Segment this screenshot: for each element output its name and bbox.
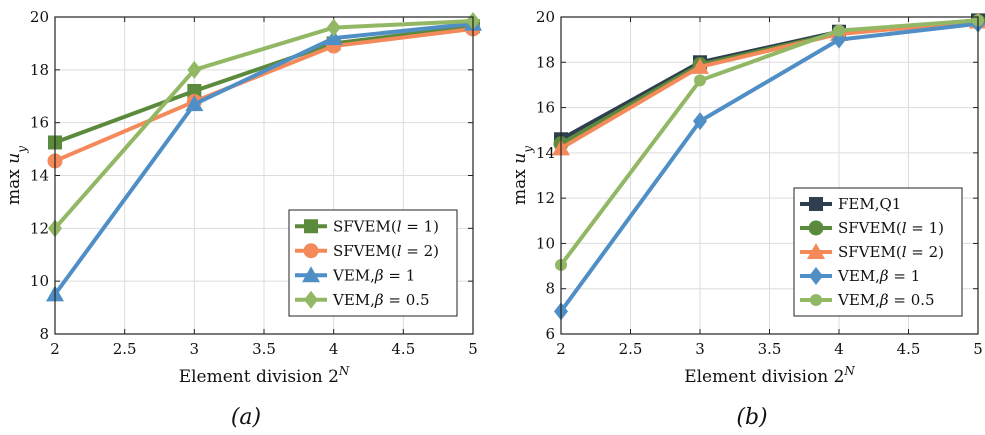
x-tick-label: 3 (190, 340, 200, 358)
legend-marker (303, 243, 319, 259)
legend-label: VEM,β = 1 (332, 266, 415, 284)
legend-label: SFVEM(l = 2) (333, 242, 439, 260)
legend-label: VEM,β = 1 (837, 267, 920, 285)
series-line (54, 24, 474, 145)
legend: FEM,Q1 SFVEM(l = 1) SFVEM(l = 2) VEM,β = 1 V… (793, 187, 963, 317)
y-tick-label: 12 (536, 189, 555, 207)
data-point (326, 18, 341, 37)
legend: SFVEM(l = 1) SFVEM(l = 2) VEM,β = 1 VEM,β =… (288, 209, 458, 317)
legend-marker (304, 219, 318, 234)
x-tick-label: 3.5 (758, 340, 782, 358)
x-axis-label: Element division 2N (179, 364, 350, 387)
y-tick-label: 18 (30, 61, 49, 79)
series-line (53, 18, 474, 230)
data-point (833, 24, 845, 37)
x-tick-label: 4.5 (897, 340, 921, 358)
data-point (187, 83, 202, 98)
x-tick-label: 3.5 (252, 340, 276, 358)
axes-frame (560, 16, 979, 335)
x-tick-label: 2 (50, 340, 60, 358)
legend-label: SFVEM(l = 1) (333, 217, 439, 235)
y-tick-label: 12 (30, 219, 49, 237)
x-tick-label: 4.5 (391, 340, 415, 358)
y-tick-label: 20 (30, 8, 49, 26)
legend-marker (304, 290, 318, 309)
y-tick-label: 16 (536, 99, 555, 117)
y-tick-label: 14 (30, 167, 49, 185)
x-tick-label: 2 (556, 340, 566, 358)
x-tick-label: 2.5 (619, 340, 643, 358)
legend-label: SFVEM(l = 2) (838, 243, 944, 261)
y-tick-label: 18 (536, 53, 555, 71)
x-tick-label: 5 (973, 340, 983, 358)
data-point (691, 57, 709, 74)
series-line (559, 19, 979, 151)
panel-caption: (b) (736, 405, 767, 430)
legend-label: SFVEM(l = 1) (838, 219, 944, 237)
y-tick-label: 10 (536, 234, 555, 252)
y-tick-label: 20 (536, 8, 555, 26)
chart-panel-b: 2 2.5 3 3.5 4 4.5 5 6 8 10 12 14 16 18 20 Element divis… (510, 8, 985, 430)
series-line (559, 21, 979, 313)
legend-marker (807, 243, 825, 259)
x-axis-label: Element division 2N (684, 364, 855, 387)
x-tick-label: 4 (834, 340, 844, 358)
legend-marker (810, 294, 822, 306)
y-tick-label: 6 (545, 325, 555, 343)
axes-frame (54, 16, 474, 335)
data-point (693, 112, 707, 131)
series-line (559, 18, 979, 267)
legend-marker (808, 220, 824, 236)
legend-marker (302, 266, 320, 283)
data-point (324, 29, 343, 46)
y-tick-label: 16 (30, 114, 49, 132)
y-tick-label: 8 (545, 280, 555, 298)
legend-label: VEM,β = 0.5 (332, 291, 430, 309)
legend-label: FEM,Q1 (838, 195, 901, 213)
chart-panel-a: 2 2.5 3 3.5 4 4.5 5 8 10 12 14 16 18 20 Element divisi… (4, 8, 482, 430)
data-point (187, 60, 202, 79)
legend-marker (809, 267, 823, 285)
y-tick-label: 14 (536, 144, 555, 162)
x-tick-label: 5 (468, 340, 478, 358)
legend-label: VEM,β = 0.5 (837, 291, 935, 309)
y-axis-label: max uy (510, 146, 535, 205)
data-point (185, 95, 204, 112)
series-line (53, 21, 474, 296)
panel-caption: (a) (231, 405, 261, 430)
x-tick-label: 3 (695, 340, 705, 358)
y-axis-label: max uy (4, 146, 29, 205)
legend-marker (809, 197, 823, 211)
data-point (694, 74, 706, 87)
series-line (54, 26, 474, 163)
x-tick-label: 4 (329, 340, 339, 358)
y-tick-label: 8 (39, 325, 49, 343)
y-tick-label: 10 (30, 272, 49, 290)
x-tick-label: 2.5 (113, 340, 137, 358)
